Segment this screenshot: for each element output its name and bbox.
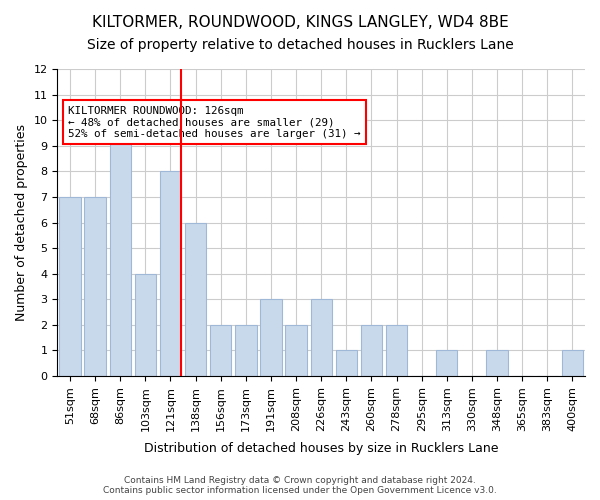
Bar	[59, 197, 80, 376]
Bar	[286, 325, 307, 376]
Bar	[210, 325, 232, 376]
Bar	[185, 222, 206, 376]
Bar	[361, 325, 382, 376]
Y-axis label: Number of detached properties: Number of detached properties	[15, 124, 28, 321]
Text: Size of property relative to detached houses in Rucklers Lane: Size of property relative to detached ho…	[86, 38, 514, 52]
X-axis label: Distribution of detached houses by size in Rucklers Lane: Distribution of detached houses by size …	[144, 442, 499, 455]
Bar	[386, 325, 407, 376]
Bar	[134, 274, 156, 376]
Bar	[260, 300, 281, 376]
Text: KILTORMER, ROUNDWOOD, KINGS LANGLEY, WD4 8BE: KILTORMER, ROUNDWOOD, KINGS LANGLEY, WD4…	[92, 15, 508, 30]
Text: Contains HM Land Registry data © Crown copyright and database right 2024.
Contai: Contains HM Land Registry data © Crown c…	[103, 476, 497, 495]
Bar	[562, 350, 583, 376]
Bar	[110, 120, 131, 376]
Bar	[487, 350, 508, 376]
Bar	[436, 350, 457, 376]
Bar	[85, 197, 106, 376]
Bar	[311, 300, 332, 376]
Bar	[235, 325, 257, 376]
Text: KILTORMER ROUNDWOOD: 126sqm
← 48% of detached houses are smaller (29)
52% of sem: KILTORMER ROUNDWOOD: 126sqm ← 48% of det…	[68, 106, 361, 139]
Bar	[335, 350, 357, 376]
Bar	[160, 172, 181, 376]
